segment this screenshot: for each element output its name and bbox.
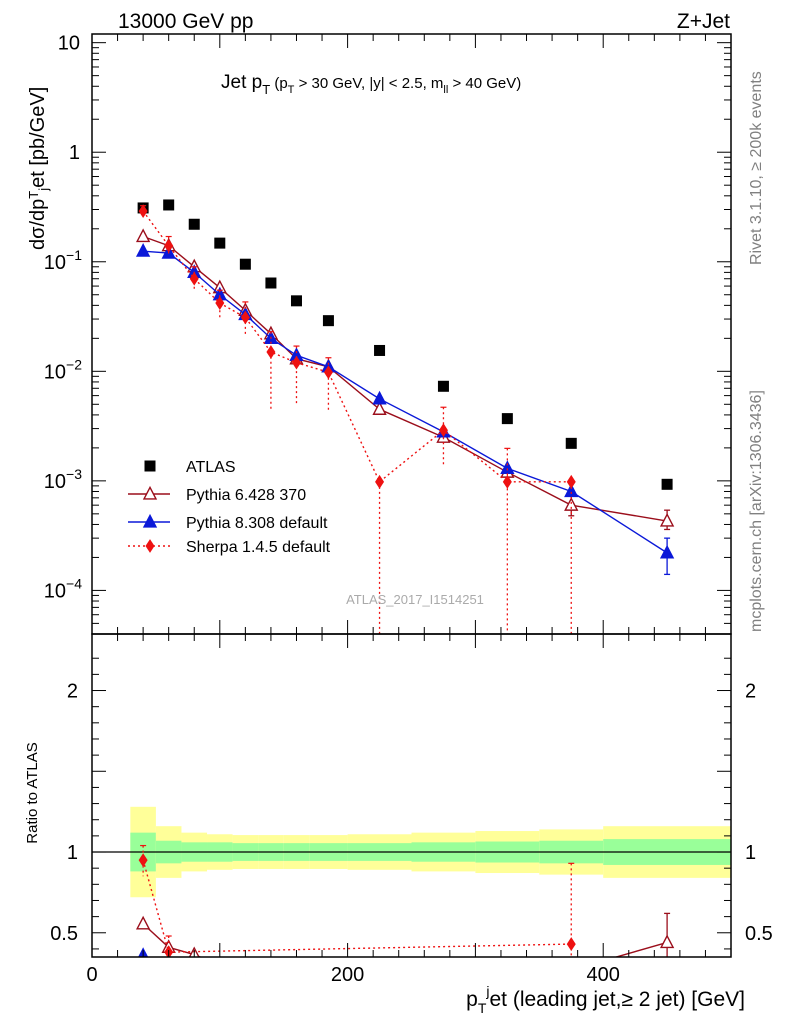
- rivet-label: Rivet 3.1.10, ≥ 200k events: [748, 71, 765, 265]
- series-sherpa-1-4-5-default: [138, 204, 576, 634]
- x-ticks: [91, 34, 732, 634]
- main-plot-area: 10 1 10−1 10−2 10−3 10−4 ATLAS Pythia 6.428 370…: [44, 33, 732, 635]
- main-title-text: Jet pT (pT > 30 GeV, |y| < 2.5, mll > 40…: [221, 72, 521, 97]
- data-point-square: [265, 277, 277, 289]
- y-tick-label: 10−1: [44, 247, 82, 274]
- ratio-y-tick-label: 2: [67, 681, 78, 703]
- main-y-axis-label-text: dσ/dpTjet [pb/GeV]: [26, 87, 51, 250]
- main-y-ticks: 10 1 10−1 10−2 10−3 10−4: [44, 33, 731, 635]
- data-point-square: [322, 315, 334, 327]
- data-point-diamond: [266, 345, 276, 359]
- x-tick-label: 0: [86, 964, 97, 986]
- data-point-square: [163, 199, 175, 211]
- data-point-square: [188, 218, 200, 230]
- data-point-diamond: [240, 310, 250, 325]
- header-left: 13000 GeV pp: [118, 10, 253, 33]
- data-point-filled-triangle: [500, 460, 515, 475]
- data-point-open-triangle: [659, 512, 675, 527]
- data-point-square: [239, 258, 251, 270]
- data-point-open-triangle: [219, 956, 220, 957]
- data-point-filled-triangle: [659, 544, 675, 559]
- x-tick-label: 400: [587, 964, 620, 986]
- main-title: Jet pT (pT > 30 GeV, |y| < 2.5, mll > 40…: [221, 72, 521, 97]
- data-point-square: [374, 344, 386, 356]
- main-y-axis-label: dσ/dpTjet [pb/GeV]: [26, 87, 51, 250]
- series-pythia-6-428-370: [135, 228, 675, 531]
- data-point-square: [290, 295, 302, 307]
- data-point-filled-triangle: [372, 390, 387, 405]
- series-line: [142, 859, 572, 953]
- ratio-y-ticks: 0.5 0.5 1 1 2 2: [50, 657, 773, 950]
- y-tick-label: 10: [58, 33, 80, 55]
- x-axis-label: pTjet (leading jet,≥ 2 jet) [GeV]: [466, 983, 745, 1016]
- header-right: Z+Jet: [677, 10, 730, 33]
- data-point-square: [214, 237, 226, 249]
- data-point-open-triangle: [135, 228, 151, 243]
- ratio-y-tick-label-right: 1: [745, 842, 756, 864]
- y-tick-label: 1: [69, 142, 80, 164]
- x-ticks: [91, 634, 732, 957]
- legend-label: Sherpa 1.4.5 default: [186, 539, 331, 556]
- series-line: [142, 210, 572, 483]
- data-point-square: [144, 460, 156, 472]
- data-point-diamond: [215, 296, 225, 310]
- data-point-square: [661, 478, 673, 490]
- analysis-watermark: ATLAS_2017_I1514251: [346, 592, 484, 607]
- data-point-open-triangle: [659, 934, 675, 949]
- y-tick-label: 10−3: [44, 466, 82, 493]
- legend: ATLAS Pythia 6.428 370 Pythia 8.308 defaul…: [128, 459, 331, 556]
- legend-label: ATLAS: [186, 459, 236, 476]
- x-tick-label: 200: [331, 964, 364, 986]
- series-line: [142, 235, 668, 522]
- data-point-diamond: [138, 853, 148, 867]
- data-point-diamond: [438, 423, 448, 438]
- y-tick-label: 10−4: [44, 575, 82, 602]
- x-tick-labels: 0 200 400: [86, 964, 619, 986]
- ratio-y-tick-label-right: 0.5: [745, 923, 773, 945]
- mcplots-label: mcplots.cern.ch [arXiv:1306.3436]: [748, 390, 765, 632]
- series-line: [142, 923, 668, 957]
- data-point-filled-triangle: [135, 243, 151, 257]
- data-point-diamond: [375, 474, 385, 489]
- data-point-diamond: [291, 355, 301, 370]
- data-point-diamond: [502, 474, 512, 489]
- y-tick-label: 10−2: [44, 356, 82, 383]
- data-point-open-triangle: [565, 963, 577, 975]
- data-point-diamond: [323, 365, 333, 380]
- data-point-filled-triangle: [564, 483, 579, 498]
- data-point-diamond: [566, 937, 576, 951]
- ratio-y-tick-label-right: 2: [745, 681, 756, 703]
- data-point-diamond: [145, 539, 155, 553]
- data-point-diamond: [189, 271, 199, 286]
- data-point-diamond: [566, 474, 576, 489]
- data-point-diamond: [164, 238, 174, 253]
- data-point-square: [565, 437, 577, 449]
- ratio-frame: [91, 633, 732, 958]
- data-point-open-triangle: [564, 497, 579, 511]
- ratio-y-tick-label: 0.5: [50, 923, 78, 945]
- data-point-filled-triangle: [142, 513, 158, 528]
- ratio-y-tick-label: 1: [67, 842, 78, 864]
- data-point-diamond: [138, 204, 148, 219]
- data-point-open-triangle: [135, 915, 151, 930]
- data-point-square: [501, 413, 513, 425]
- data-point-open-triangle: [142, 485, 158, 500]
- data-point-open-triangle: [372, 401, 387, 415]
- ratio-y-axis-label: Ratio to ATLAS: [24, 742, 41, 843]
- legend-label: Pythia 6.428 370: [186, 487, 306, 504]
- ratio-plot-area: 0 200 400 0.5 0.5 1 1 2 2: [50, 633, 773, 986]
- x-axis-label-text: pTjet (leading jet,≥ 2 jet) [GeV]: [466, 983, 745, 1016]
- data-point-square: [437, 380, 449, 392]
- series-atlas: [137, 199, 673, 490]
- legend-label: Pythia 8.308 default: [186, 515, 328, 532]
